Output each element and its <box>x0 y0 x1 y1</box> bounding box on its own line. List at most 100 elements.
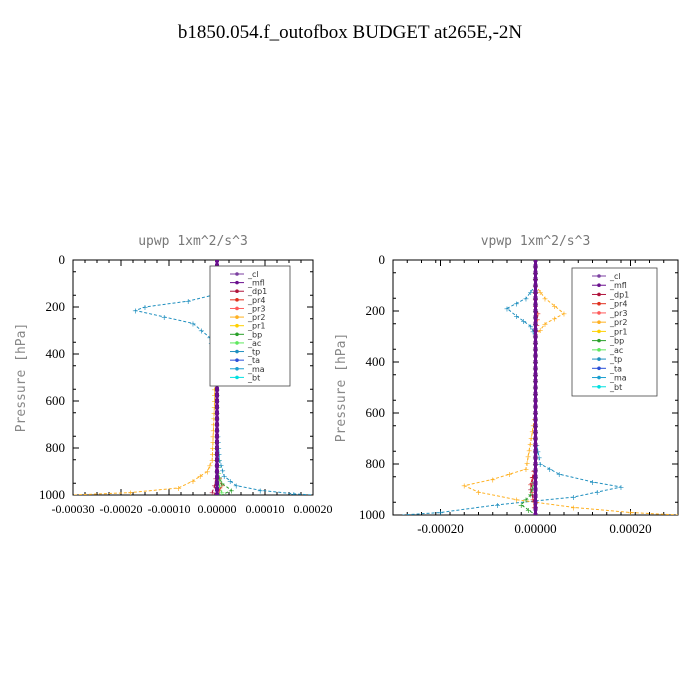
series-point-tp: + <box>513 299 520 308</box>
series-point-tp: + <box>513 312 520 321</box>
legend-label: _pr4 <box>247 296 265 305</box>
y-axis-label: Pressure [hPa] <box>14 323 29 433</box>
series-point-mfl <box>533 513 538 515</box>
legend-marker <box>597 348 601 352</box>
x-tick-label: 0.00020 <box>294 502 333 516</box>
series-point-mfl <box>533 493 538 498</box>
series-point-mfl <box>215 260 219 262</box>
series-point-mfl <box>533 404 538 409</box>
series-point-mfl <box>533 436 538 441</box>
series-point-tp: + <box>530 327 537 336</box>
series-point-mfl <box>533 302 538 307</box>
legend-marker <box>597 384 601 389</box>
series-point-mfl <box>533 462 538 466</box>
legend-marker <box>597 375 601 380</box>
series-point-mfl <box>533 309 538 313</box>
series-point-mfl <box>533 481 538 486</box>
y-tick-label: 1000 <box>39 487 65 502</box>
series-point-mfl <box>533 430 538 435</box>
y-tick-label: 0 <box>379 252 386 267</box>
legend: _cl_mfl_dp1_pr4_pr3_pr2_pr1_bp_ac_tp_ta_… <box>209 265 291 387</box>
legend-label: _ac <box>609 346 623 355</box>
series-point-dp1: + <box>211 482 218 491</box>
series-point-pr2: + <box>210 438 217 447</box>
legend-label: _tp <box>247 348 260 357</box>
series-point-pr2: + <box>542 294 549 303</box>
series-point-pr2: + <box>190 477 197 486</box>
x-tick-label: -0.00030 <box>52 502 95 516</box>
legend-marker <box>235 315 239 319</box>
series-point-ac: + <box>215 469 222 478</box>
series-point-tp: + <box>233 482 240 491</box>
series-point-pr2: + <box>211 409 218 418</box>
series-point-bp: + <box>518 501 525 510</box>
series-point-tp: + <box>257 486 264 495</box>
series-point-dp1: + <box>530 473 537 482</box>
series-point-mfl <box>533 379 538 384</box>
series-point-dp1: + <box>529 491 536 500</box>
series-point-pr2: + <box>537 326 544 335</box>
legend-label: _ta <box>609 364 622 373</box>
legend-marker <box>597 329 601 334</box>
series-point-pr2: + <box>526 446 533 455</box>
chart-panel-2: vpwp 1xm^2/s^3 Pressure [hPa] 0 200 400 600 80… <box>334 234 679 536</box>
legend-label: _ma <box>247 365 265 374</box>
series-point-tp: + <box>556 470 563 479</box>
legend-label: _pr1 <box>247 322 265 331</box>
series-point-pr4: + <box>527 480 534 489</box>
series-point-mfl <box>215 487 219 492</box>
series-point-pr2: + <box>524 459 531 468</box>
y-axis-label: Pressure [hPa] <box>334 333 349 443</box>
series-point-pr2: + <box>513 496 520 505</box>
series-point-tp: + <box>570 493 577 502</box>
series-point-mfl <box>215 387 219 392</box>
series-point-pr2: + <box>489 475 496 484</box>
legend-marker <box>235 306 239 311</box>
series-point-mfl <box>215 469 219 474</box>
series-point-tp: + <box>536 454 543 463</box>
series-point-pr2: + <box>197 472 204 481</box>
series-point-tp: + <box>216 456 223 465</box>
x-tick-label: -0.00010 <box>148 502 191 516</box>
series-point-tp: + <box>185 297 192 306</box>
series-point-pr2: + <box>506 470 513 479</box>
series-point-ac: + <box>216 482 223 491</box>
y-tick-label: 1000 <box>359 507 385 522</box>
series-point-tp: + <box>520 317 527 326</box>
series-point-mfl <box>215 434 219 439</box>
series-point-mfl <box>533 321 538 326</box>
series-point-mfl <box>533 372 538 377</box>
series-point-ac: + <box>218 489 225 498</box>
series-point-tp: + <box>618 483 625 492</box>
y-tick-label: 200 <box>366 303 386 318</box>
series-point-pr2: + <box>570 503 577 512</box>
x-tick-label: 0.00000 <box>198 502 237 516</box>
series-point-mfl <box>533 423 538 428</box>
series-point-tp: + <box>527 322 534 331</box>
series-point-mfl <box>533 442 538 447</box>
series-point-pr4: + <box>218 482 225 491</box>
legend-marker <box>235 332 239 337</box>
y-tick-label: 600 <box>46 393 66 408</box>
series-point-pr2: + <box>206 462 213 471</box>
series-point-pr2: + <box>204 468 211 477</box>
series-point-tp: + <box>546 465 553 474</box>
series-point-tp: + <box>161 313 168 322</box>
series-point-bp: + <box>218 479 225 488</box>
legend-label: _bp <box>609 337 624 346</box>
y-tick-label: 200 <box>46 299 66 314</box>
x-tick-label: 0.00020 <box>609 521 651 536</box>
series-point-pr2: + <box>627 508 634 517</box>
series-point-mfl <box>533 360 538 364</box>
series-point-mfl <box>533 270 538 275</box>
series-point-mfl <box>215 481 219 486</box>
series-point-pr2: + <box>551 302 558 311</box>
series-point-mfl <box>215 410 219 415</box>
series-point-pr2: + <box>461 482 468 491</box>
series-point-tp: + <box>132 307 139 316</box>
series-point-pr2: + <box>127 489 134 498</box>
series-point-tp: + <box>527 288 534 297</box>
series-point-mfl <box>533 468 538 473</box>
series-point-pr2: + <box>551 315 558 324</box>
x-tick-label: 0.00010 <box>246 502 285 516</box>
